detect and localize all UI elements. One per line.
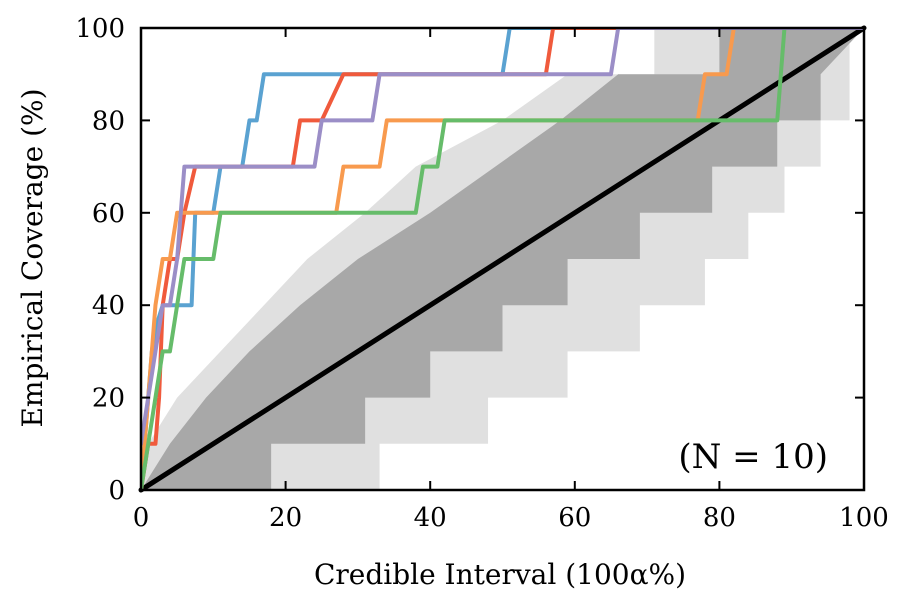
series-line-3 [141, 28, 864, 490]
y-axis-label: Empirical Coverage (%) [16, 88, 49, 427]
sample-size-annotation: (N = 10) [678, 437, 828, 477]
y-tick-label: 60 [92, 199, 125, 229]
y-tick-label: 40 [92, 291, 125, 321]
ticks: 0 20 40 60 80 100 0 20 40 60 80 100 [75, 14, 888, 533]
y-tick-label: 100 [75, 14, 125, 44]
y-tick-label: 0 [108, 476, 125, 506]
y-tick-label: 80 [92, 106, 125, 136]
plot-frame [139, 26, 866, 492]
reference-diagonal [138, 25, 867, 493]
reference-line [138, 25, 867, 493]
axes [139, 26, 866, 492]
x-tick-label: 100 [839, 503, 889, 533]
series-line-4 [141, 28, 864, 490]
x-tick-label: 80 [703, 503, 736, 533]
x-tick-label: 60 [558, 503, 591, 533]
x-axis-label: Credible Interval (100α%) [314, 558, 686, 591]
x-tick-label: 40 [414, 503, 447, 533]
x-tick-label: 0 [133, 503, 150, 533]
y-tick-label: 20 [92, 384, 125, 414]
series-lines [141, 28, 864, 490]
series-line-5 [141, 28, 864, 446]
x-tick-label: 20 [269, 503, 302, 533]
